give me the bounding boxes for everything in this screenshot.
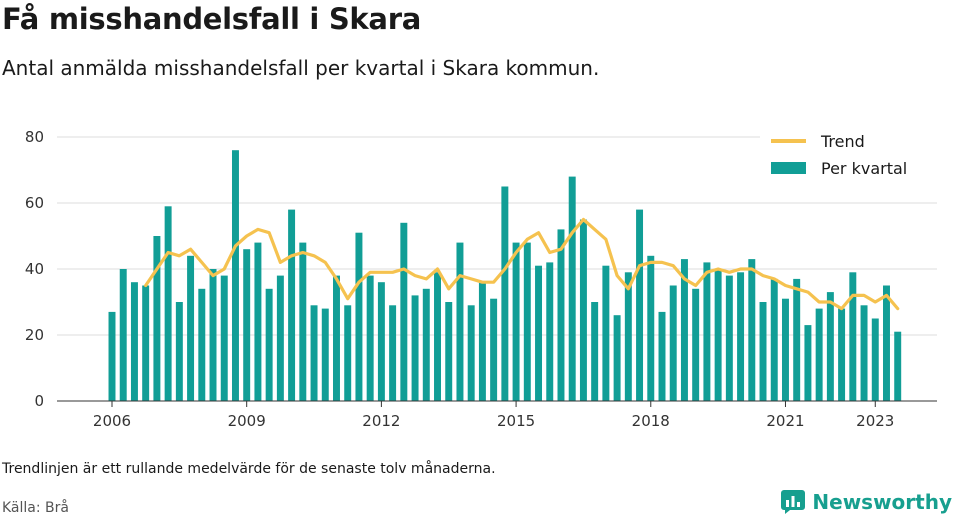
bar bbox=[231, 150, 239, 401]
bar bbox=[737, 272, 745, 401]
bar bbox=[467, 305, 475, 401]
legend-label-per-kvartal: Per kvartal bbox=[821, 159, 907, 178]
legend-swatch-per-kvartal bbox=[771, 162, 806, 174]
bar bbox=[321, 308, 329, 401]
bar bbox=[108, 311, 116, 401]
bar bbox=[422, 288, 430, 401]
brand-name: Newsworthy bbox=[812, 490, 952, 514]
bar bbox=[647, 255, 655, 401]
legend: Trend Per kvartal bbox=[760, 130, 938, 188]
bar bbox=[344, 305, 352, 401]
chart-area: 0 20 40 60 80 2006 2009 2012 2015 2018 2021 2023 Tr… bbox=[25, 128, 938, 430]
bar bbox=[613, 315, 621, 401]
bar bbox=[602, 265, 610, 401]
bar bbox=[546, 262, 554, 401]
bar bbox=[198, 288, 206, 401]
brand-logo: Newsworthy bbox=[780, 489, 952, 515]
chart-title: Få misshandelsfall i Skara bbox=[2, 2, 421, 36]
bar bbox=[804, 325, 812, 401]
bar bbox=[142, 285, 150, 401]
bar bbox=[748, 259, 756, 401]
trend-series bbox=[144, 217, 900, 311]
bar bbox=[366, 275, 374, 401]
x-tick-label: 2018 bbox=[632, 412, 670, 430]
x-tick-label: 2021 bbox=[766, 412, 804, 430]
bar bbox=[411, 295, 419, 401]
bar bbox=[815, 308, 823, 401]
bar bbox=[535, 265, 543, 401]
bar bbox=[849, 272, 857, 401]
bar bbox=[680, 259, 688, 401]
bar bbox=[276, 275, 284, 401]
bar bbox=[164, 206, 172, 401]
footnote: Trendlinjen är ett rullande medelvärde f… bbox=[2, 461, 496, 477]
x-tick-label: 2006 bbox=[93, 412, 131, 430]
bar bbox=[265, 288, 273, 401]
bar bbox=[871, 318, 879, 401]
y-tick-label: 80 bbox=[25, 128, 44, 146]
bar bbox=[175, 302, 183, 401]
bar bbox=[624, 272, 632, 401]
bar bbox=[759, 302, 767, 401]
bar bbox=[254, 242, 262, 401]
bar bbox=[310, 305, 318, 401]
bar bbox=[389, 305, 397, 401]
bar bbox=[826, 292, 834, 401]
bar bbox=[355, 232, 363, 401]
bar bbox=[478, 282, 486, 401]
bar bbox=[377, 282, 385, 401]
x-tick-label: 2015 bbox=[497, 412, 535, 430]
bar bbox=[883, 285, 890, 401]
bar bbox=[591, 302, 599, 401]
bar bbox=[781, 298, 789, 401]
x-tick-label: 2012 bbox=[362, 412, 400, 430]
bar bbox=[725, 275, 733, 401]
bar bbox=[512, 242, 520, 401]
trend-line bbox=[144, 217, 900, 311]
bar bbox=[579, 219, 587, 401]
bar bbox=[692, 288, 700, 401]
bar bbox=[434, 272, 441, 401]
axes: 0 20 40 60 80 2006 2009 2012 2015 2018 2021 2023 bbox=[25, 128, 937, 430]
bar bbox=[445, 302, 453, 401]
bar bbox=[400, 222, 408, 401]
bar bbox=[501, 186, 509, 401]
bar bbox=[568, 176, 576, 401]
bar bbox=[288, 209, 296, 401]
y-tick-label: 60 bbox=[25, 194, 44, 212]
bar bbox=[838, 308, 846, 401]
bar bbox=[130, 282, 138, 401]
legend-label-trend: Trend bbox=[820, 132, 865, 151]
bar bbox=[119, 269, 127, 401]
bar bbox=[523, 242, 531, 401]
bar bbox=[658, 311, 666, 401]
source-label: Källa: Brå bbox=[2, 500, 69, 516]
bar bbox=[557, 229, 565, 401]
bar bbox=[153, 236, 161, 401]
bar bbox=[703, 262, 711, 401]
bar bbox=[299, 242, 307, 401]
y-tick-label: 20 bbox=[25, 326, 44, 344]
bar bbox=[793, 278, 801, 401]
bar bbox=[894, 331, 902, 401]
bar bbox=[456, 242, 464, 401]
bar bbox=[243, 249, 251, 401]
bar bbox=[209, 269, 217, 401]
bar-series bbox=[108, 150, 902, 401]
bar bbox=[187, 255, 195, 401]
newsworthy-logo-icon bbox=[781, 490, 806, 514]
bar bbox=[770, 278, 778, 401]
bar bbox=[490, 298, 498, 401]
y-tick-label: 0 bbox=[34, 392, 44, 410]
bar bbox=[860, 305, 868, 401]
bar bbox=[333, 275, 340, 401]
x-tick-label: 2023 bbox=[856, 412, 894, 430]
bar bbox=[669, 285, 677, 401]
bar bbox=[220, 275, 228, 401]
bar bbox=[714, 269, 722, 401]
y-tick-label: 40 bbox=[25, 260, 44, 278]
x-tick-label: 2009 bbox=[228, 412, 266, 430]
chart-subtitle: Antal anmälda misshandelsfall per kvarta… bbox=[2, 56, 600, 80]
bar bbox=[636, 209, 644, 401]
